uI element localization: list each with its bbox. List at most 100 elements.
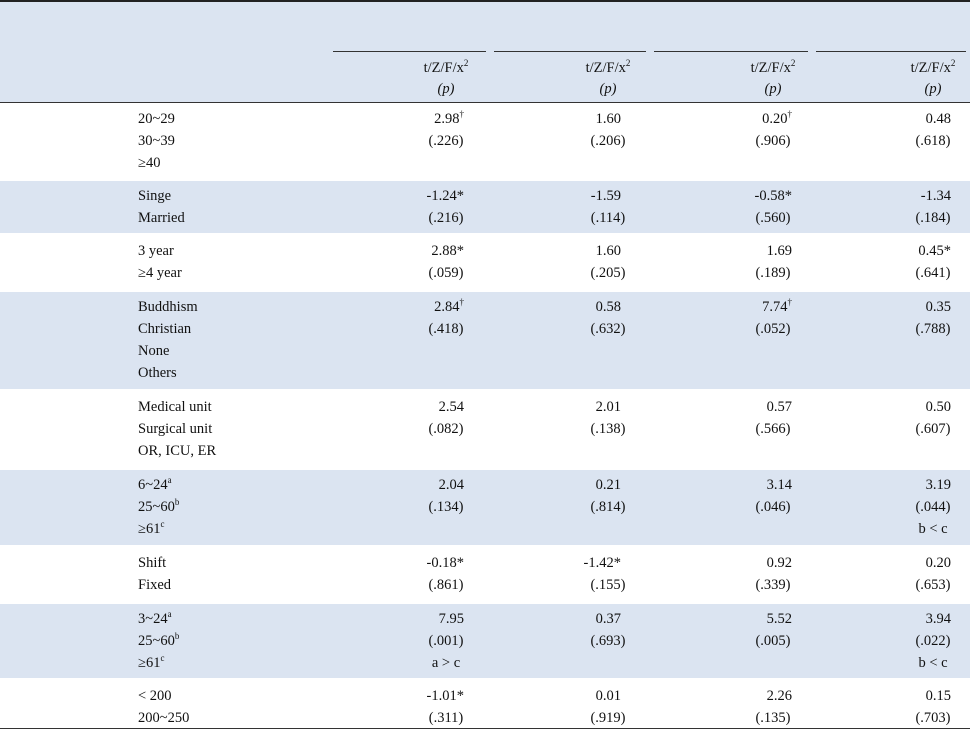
group-underline [654, 51, 808, 52]
row-band [0, 181, 970, 233]
row-mean-sd [320, 574, 420, 596]
row-stat-detail: (.205) [590, 265, 626, 281]
header-group-title [490, 17, 650, 39]
row-mean-sd [481, 130, 581, 152]
row-mean-sd [320, 362, 420, 384]
header-group-title [811, 6, 970, 28]
header-group-title [330, 28, 490, 50]
header-bottom-rule [0, 102, 970, 103]
row-mean-sd [320, 152, 420, 174]
row-n-percent [214, 207, 314, 229]
header-msd [814, 66, 894, 88]
row-mean-sd [320, 630, 420, 652]
row-stat-detail: (.788) [915, 321, 951, 337]
row-stat-detail: (.001) [428, 633, 464, 649]
row-category: Surgical unit [138, 421, 213, 437]
row-stat-detail: (.005) [755, 633, 791, 649]
row-stat-value: -0.18* [426, 555, 464, 571]
row-mean-sd [804, 340, 904, 362]
row-stat-detail: (.418) [428, 321, 464, 337]
row-stat-detail: (.082) [428, 421, 464, 437]
row-category: Medical unit [138, 399, 212, 415]
row-stat-detail: (.226) [428, 133, 464, 149]
row-mean-sd [320, 130, 420, 152]
row-stat-detail: (.703) [915, 710, 951, 726]
row-stat-detail: a > c [431, 655, 461, 671]
row-stat-value: 0.45* [918, 243, 951, 259]
row-stat-value: 2.98† [434, 109, 464, 128]
row-category: Singe [138, 188, 172, 204]
row-stat-detail: (.044) [915, 499, 951, 515]
row-stat-value: 7.95 [438, 611, 464, 627]
row-stat-value: -1.24* [426, 188, 464, 204]
row-stat-value: -1.34 [920, 188, 951, 204]
row-mean-sd [804, 518, 904, 540]
row-n-percent [214, 552, 314, 574]
row-mean-sd [481, 652, 581, 674]
row-category: < 200 [138, 688, 172, 704]
row-stat-detail: (.693) [590, 633, 626, 649]
header-group-title [651, 17, 811, 39]
row-stat-detail: (.814) [590, 499, 626, 515]
row-mean-sd [481, 496, 581, 518]
row-mean-sd [804, 418, 904, 440]
row-mean-sd [643, 707, 743, 729]
row-stat-detail: (.641) [915, 265, 951, 281]
row-n-percent [214, 440, 314, 462]
row-band [0, 604, 970, 678]
header-stat-label: t/Z/F/x2 [423, 58, 469, 77]
row-category: Shift [138, 555, 167, 571]
row-category: 6~24a [138, 475, 172, 494]
group-underline [816, 51, 966, 52]
row-mean-sd [804, 362, 904, 384]
row-mean-sd [804, 440, 904, 462]
row-mean-sd [481, 574, 581, 596]
header-p-label: (p) [924, 81, 942, 97]
row-n-percent [214, 318, 314, 340]
row-n-percent [214, 707, 314, 729]
header-group-title [330, 6, 490, 28]
row-n-percent [214, 630, 314, 652]
row-n-percent [214, 608, 314, 630]
row-n-percent [214, 574, 314, 596]
row-stat-value: 2.01 [595, 399, 621, 415]
row-mean-sd [643, 630, 743, 652]
row-stat-detail: (.046) [755, 499, 791, 515]
row-stat-value: 3.94 [925, 611, 951, 627]
row-mean-sd [481, 207, 581, 229]
row-band [0, 470, 970, 545]
row-n-percent [214, 240, 314, 262]
row-mean-sd [481, 362, 581, 384]
row-stat-value: 0.58 [595, 299, 621, 315]
row-mean-sd [481, 630, 581, 652]
row-stat-detail: (.059) [428, 265, 464, 281]
row-mean-sd [320, 262, 420, 284]
row-mean-sd [643, 418, 743, 440]
header-msd [653, 66, 733, 88]
row-n-percent [214, 108, 314, 130]
row-n-percent [214, 185, 314, 207]
row-mean-sd [643, 130, 743, 152]
row-category: Christian [138, 321, 192, 337]
row-stat-detail: (.861) [428, 577, 464, 593]
row-stat-value: 0.37 [595, 611, 621, 627]
row-stat-detail: (.134) [428, 499, 464, 515]
row-stat-value: 5.52 [766, 611, 792, 627]
row-category: OR, ICU, ER [138, 443, 217, 459]
row-stat-value: -1.42* [583, 555, 621, 571]
row-stat-detail: (.311) [428, 710, 464, 726]
header-n-percent [248, 42, 314, 64]
row-stat-value: 2.84† [434, 297, 464, 316]
row-category: Fixed [138, 577, 172, 593]
row-n-percent [214, 340, 314, 362]
row-stat-detail: b < c [918, 521, 948, 537]
row-mean-sd [643, 496, 743, 518]
row-mean-sd [643, 652, 743, 674]
row-stat-detail: (.906) [755, 133, 791, 149]
row-stat-value: 0.57 [766, 399, 792, 415]
row-stat-detail: (.653) [915, 577, 951, 593]
row-mean-sd [643, 340, 743, 362]
row-mean-sd [481, 518, 581, 540]
row-n-percent [214, 296, 314, 318]
